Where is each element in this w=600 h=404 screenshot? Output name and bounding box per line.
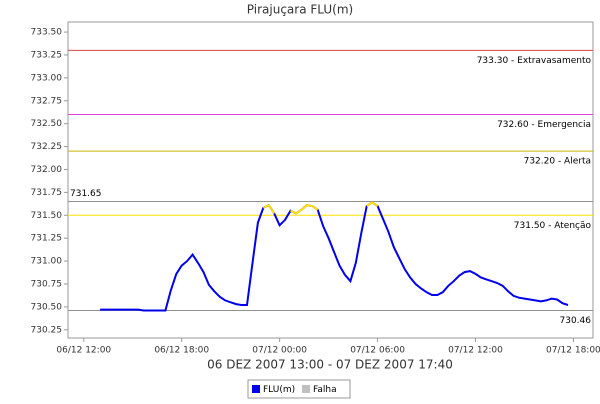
x-tick-label: 07/12 00:00: [252, 346, 307, 356]
y-tick-label: 733.00: [31, 73, 63, 83]
y-tick-label: 731.00: [31, 257, 63, 267]
y-tick-label: 732.50: [31, 119, 63, 129]
plot-area: [67, 21, 594, 339]
reference-label: 732.60 - Emergencia: [497, 120, 591, 130]
legend-swatch: [252, 385, 260, 393]
y-tick-label: 732.75: [31, 96, 63, 106]
y-tick-label: 730.50: [31, 302, 63, 312]
y-tick-label: 731.50: [31, 211, 63, 221]
y-tick-label: 732.25: [31, 142, 63, 152]
highlight-line: [262, 203, 276, 214]
reference-label: 732.20 - Alerta: [524, 157, 591, 167]
series-line: [100, 201, 569, 312]
highlight-line: [366, 201, 379, 207]
highlight-line: [290, 204, 319, 215]
y-tick-label: 730.25: [31, 325, 63, 335]
y-tick-label: 732.00: [31, 165, 63, 175]
x-tick-label: 06/12 12:00: [56, 346, 111, 356]
legend-label: Falha: [313, 385, 337, 395]
legend-label: FLU(m): [263, 385, 295, 395]
x-tick-label: 07/12 06:00: [350, 346, 405, 356]
y-tick-label: 730.75: [31, 279, 63, 289]
x-tick-label: 07/12 12:00: [448, 346, 503, 356]
x-tick-label: 07/12 18:00: [546, 346, 600, 356]
chart-title: Pirajuçara FLU(m): [247, 3, 353, 17]
x-tick-label: 06/12 18:00: [154, 346, 209, 356]
y-tick-label: 733.50: [31, 28, 63, 38]
y-tick-label: 733.25: [31, 50, 63, 60]
legend-swatch: [302, 385, 310, 393]
y-tick-label: 731.75: [31, 188, 63, 198]
y-tick-label: 731.25: [31, 234, 63, 244]
legend: [247, 379, 351, 399]
reference-label: 731.65: [70, 189, 102, 199]
reference-label: 733.30 - Extravasamento: [477, 56, 592, 66]
subtitle: 06 DEZ 2007 13:00 - 07 DEZ 2007 17:40: [207, 358, 453, 372]
reference-label: 730.46: [560, 316, 592, 326]
reference-label: 731.50 - Atenção: [514, 221, 592, 231]
